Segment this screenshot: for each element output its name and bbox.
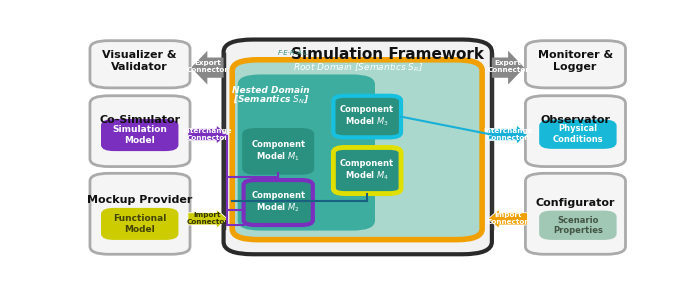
FancyBboxPatch shape [526, 41, 625, 88]
Text: Configurator: Configurator [535, 198, 615, 208]
FancyBboxPatch shape [223, 39, 492, 254]
Text: Co-Simulator: Co-Simulator [99, 115, 180, 126]
Text: Simulation Framework: Simulation Framework [291, 47, 484, 62]
Polygon shape [188, 125, 228, 144]
FancyBboxPatch shape [90, 41, 190, 88]
Text: Simulation
Model: Simulation Model [112, 125, 167, 145]
Polygon shape [488, 125, 528, 144]
Text: Observator: Observator [540, 115, 610, 126]
Text: Interchange
Connector: Interchange Connector [483, 128, 533, 141]
FancyBboxPatch shape [103, 121, 177, 150]
Text: Scenario
Properties: Scenario Properties [553, 215, 603, 235]
FancyBboxPatch shape [90, 173, 190, 254]
Text: Component
Model $M_2$: Component Model $M_2$ [251, 191, 305, 214]
Text: Component
Model $M_1$: Component Model $M_1$ [251, 140, 305, 163]
FancyBboxPatch shape [232, 60, 482, 240]
Polygon shape [492, 51, 524, 84]
Text: Interchange
Connector: Interchange Connector [183, 128, 232, 141]
Text: Export
Connector: Export Connector [186, 60, 228, 73]
FancyBboxPatch shape [90, 96, 190, 166]
FancyBboxPatch shape [526, 173, 625, 254]
Text: Import
Connector: Import Connector [487, 212, 529, 225]
Text: Component
Model $M_4$: Component Model $M_4$ [340, 159, 394, 182]
Polygon shape [488, 209, 528, 228]
Text: Import
Connector: Import Connector [186, 212, 228, 225]
Polygon shape [191, 51, 223, 84]
FancyBboxPatch shape [526, 96, 625, 166]
Text: Root Domain [Semantics $S_R$]: Root Domain [Semantics $S_R$] [292, 61, 423, 74]
Text: Nested Domain: Nested Domain [232, 86, 310, 95]
Text: Physical
Conditions: Physical Conditions [553, 124, 603, 144]
Polygon shape [188, 209, 228, 228]
FancyBboxPatch shape [103, 209, 177, 239]
Text: Visualizer &
Validator: Visualizer & Validator [103, 50, 177, 72]
FancyBboxPatch shape [334, 96, 401, 137]
Text: Functional
Model: Functional Model [113, 214, 166, 234]
Text: [Semantics $S_N$]: [Semantics $S_N$] [233, 93, 309, 105]
Text: Mockup Provider: Mockup Provider [87, 195, 193, 205]
FancyBboxPatch shape [540, 212, 615, 239]
Text: F·E·R·A·L: F·E·R·A·L [277, 50, 309, 56]
FancyBboxPatch shape [239, 76, 374, 230]
FancyBboxPatch shape [244, 180, 313, 225]
Text: Export
Connector: Export Connector [487, 60, 529, 73]
Text: Component
Model $M_3$: Component Model $M_3$ [340, 105, 394, 128]
FancyBboxPatch shape [540, 121, 615, 147]
FancyBboxPatch shape [334, 147, 401, 194]
Text: Monitorer &
Logger: Monitorer & Logger [537, 50, 613, 72]
FancyBboxPatch shape [244, 129, 313, 173]
